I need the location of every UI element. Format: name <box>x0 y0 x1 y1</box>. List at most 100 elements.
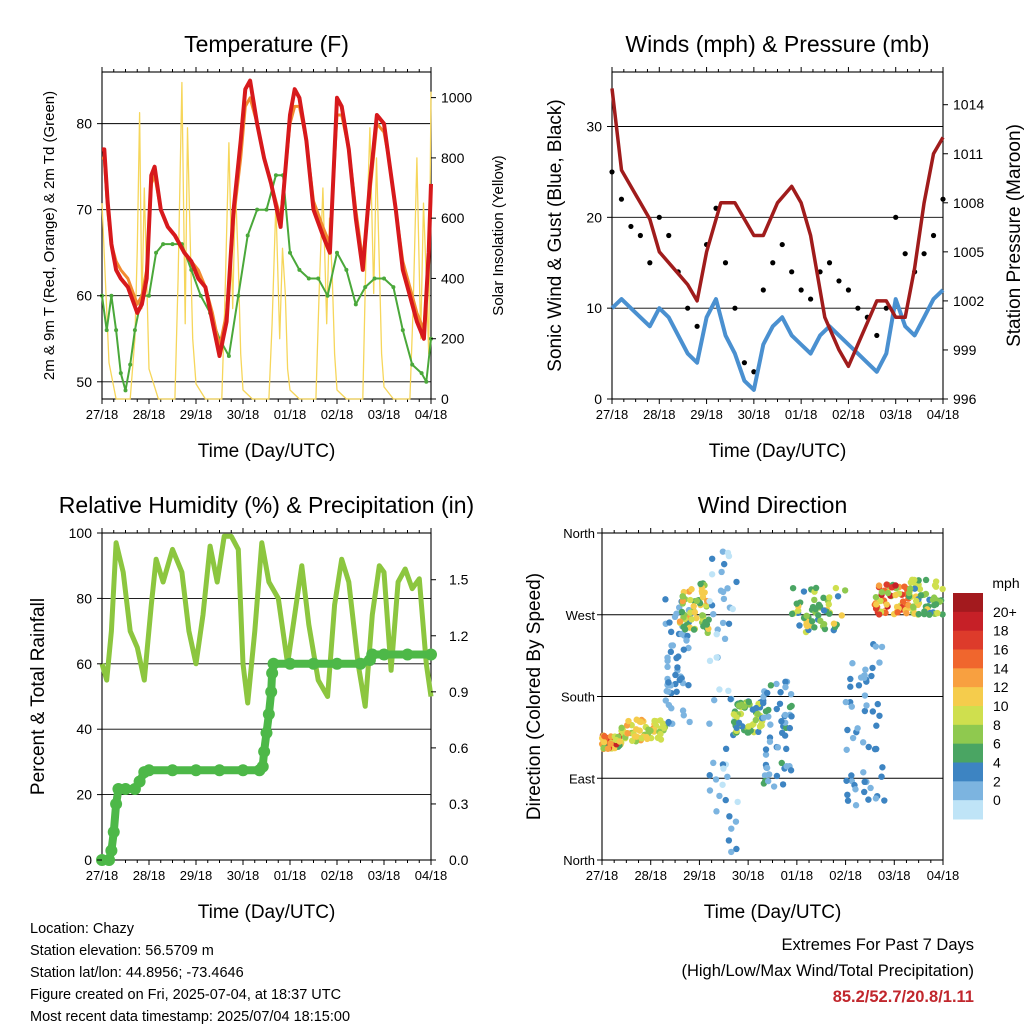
x-axis-label: Time (Day/UTC) <box>709 441 847 462</box>
gust-point <box>637 232 643 239</box>
direction-point <box>633 716 640 723</box>
direction-point <box>934 609 941 617</box>
direction-point <box>910 604 917 611</box>
direction-point <box>725 837 733 844</box>
direction-point <box>680 623 687 631</box>
precip-point <box>119 782 132 795</box>
y-tick-label: North <box>563 526 595 541</box>
direction-point <box>724 773 731 780</box>
direction-point <box>755 728 762 736</box>
direction-point <box>756 723 764 730</box>
y-axis-label: 2m & 9m T (Red, Orange) & 2m Td (Green) <box>41 91 58 380</box>
x-tick-label: 02/18 <box>829 868 862 883</box>
speed-colorbar: mph 20+ 18 16 14 12 10 8 6 4 2 0 <box>953 575 1020 820</box>
x-tick-label: 03/18 <box>368 868 401 883</box>
direction-point <box>706 657 714 665</box>
direction-point <box>843 746 850 753</box>
colorbar-label: 20+ <box>993 604 1017 620</box>
y2-tick-label: 600 <box>441 210 465 226</box>
y-tick-label: 50 <box>76 374 92 390</box>
colorbar-unit: mph <box>992 575 1019 591</box>
direction-point <box>777 689 784 696</box>
direction-point <box>905 601 912 609</box>
y2-tick-label: 1000 <box>441 90 472 106</box>
direction-point <box>711 696 718 704</box>
plot-frame <box>611 71 944 400</box>
direction-point <box>917 592 925 599</box>
x-tick-label: 04/18 <box>415 407 448 422</box>
direction-point <box>872 795 880 802</box>
colorbar-swatch <box>953 687 983 707</box>
direction-point <box>601 732 608 740</box>
direction-point <box>803 622 811 630</box>
dewpoint-point <box>132 328 137 333</box>
precip-point <box>425 648 437 661</box>
gust-point <box>826 260 833 266</box>
direction-point <box>672 671 679 679</box>
direction-point <box>719 588 727 596</box>
direction-point <box>721 635 729 643</box>
dewpoint-point <box>264 207 269 212</box>
direction-point <box>706 720 713 727</box>
precip-point <box>107 825 120 838</box>
direction-point <box>877 597 884 605</box>
wind-direction-chart: 27/18 28/18 29/18 30/18 01/18 02/18 03/18 04/18… <box>524 492 1020 923</box>
y2-axis-label: Station Pressure (Maroon) <box>1004 124 1024 347</box>
direction-point <box>727 695 734 703</box>
dewpoint-point <box>273 173 278 178</box>
x-tick-label: 27/18 <box>86 868 119 883</box>
colorbar-swatch <box>953 668 983 688</box>
precip-point <box>378 648 390 661</box>
direction-point <box>876 659 883 666</box>
y2-tick-label: 0 <box>441 391 449 407</box>
direction-point <box>699 612 706 619</box>
direction-point <box>932 583 940 590</box>
gust-point <box>656 214 662 220</box>
direction-point <box>905 589 913 597</box>
direction-point <box>786 724 794 732</box>
precip-point <box>237 764 249 777</box>
direction-point <box>778 718 785 725</box>
rh-series-line <box>99 533 434 709</box>
direction-point <box>762 746 770 753</box>
direction-point <box>719 781 726 788</box>
direction-point <box>703 621 711 628</box>
direction-point <box>872 593 880 601</box>
direction-point <box>820 594 827 602</box>
precip-point <box>331 657 343 670</box>
direction-point <box>778 729 786 737</box>
elevation-text: Station elevation: 56.5709 m <box>30 943 214 959</box>
direction-point <box>915 610 922 618</box>
gust-point <box>798 287 804 293</box>
direction-point <box>662 697 669 704</box>
colorbar-label: 18 <box>993 623 1009 639</box>
direction-point <box>931 601 938 609</box>
direction-point <box>876 712 883 719</box>
chart-title: Winds (mph) & Pressure (mb) <box>625 31 929 57</box>
y2-tick-label: 1002 <box>953 293 984 309</box>
direction-point <box>773 680 780 688</box>
precip-point <box>265 685 278 698</box>
direction-point <box>861 692 869 699</box>
gust-point <box>741 360 748 366</box>
direction-point <box>847 683 854 690</box>
direction-point <box>861 778 868 786</box>
x-tick-label: 02/18 <box>321 407 354 422</box>
x-tick-label: 28/18 <box>133 868 166 883</box>
x-tick-label: 02/18 <box>832 407 865 422</box>
direction-point <box>875 611 883 618</box>
direction-point <box>673 654 680 662</box>
dewpoint-point <box>161 242 166 247</box>
dewpoint-point <box>147 293 151 298</box>
dewpoint-point <box>154 250 159 255</box>
direction-point <box>728 825 735 832</box>
direction-point <box>832 584 840 592</box>
precip-point <box>258 745 271 758</box>
direction-point <box>765 713 772 720</box>
gust-point <box>770 260 776 266</box>
direction-point <box>868 672 875 680</box>
direction-point <box>875 582 883 589</box>
direction-point <box>782 678 789 686</box>
direction-point <box>690 602 697 610</box>
direction-point <box>665 679 672 686</box>
